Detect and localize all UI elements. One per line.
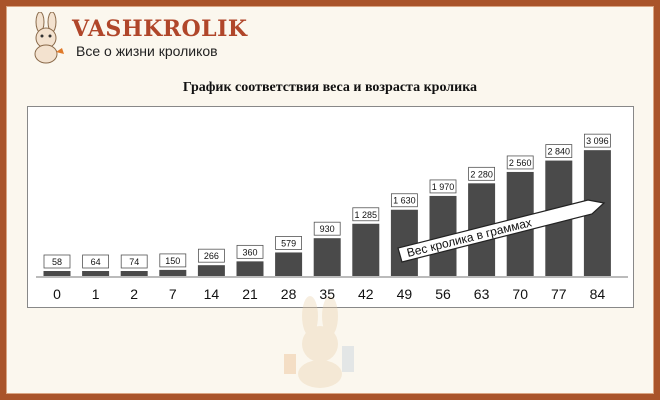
value-label-box	[82, 254, 109, 269]
value-label: 58	[52, 257, 62, 267]
value-label-box	[468, 166, 496, 181]
x-tick-label: 14	[204, 286, 220, 302]
chart-bar	[82, 271, 110, 276]
value-label: 1 285	[355, 210, 378, 220]
x-tick-label: 1	[92, 286, 100, 302]
value-label: 2 560	[509, 158, 532, 168]
x-tick-label: 49	[397, 286, 413, 302]
value-label-box	[120, 254, 148, 269]
site-tagline: Все о жизни кроликов	[76, 43, 218, 59]
x-tick-label: 21	[242, 286, 258, 302]
x-tick-label: 7	[169, 286, 177, 302]
value-label-box	[545, 144, 573, 158]
value-label: 1 970	[432, 182, 455, 192]
x-tick-label: 84	[590, 286, 606, 302]
value-label: 150	[165, 256, 180, 266]
weight-annotation-arrow: Вес кролика в граммах	[397, 199, 606, 263]
value-label: 930	[320, 224, 335, 234]
value-label: 64	[91, 257, 101, 267]
rabbit-logo-icon	[34, 12, 64, 64]
x-tick-label: 42	[358, 286, 374, 302]
x-tick-label: 2	[130, 286, 138, 302]
value-label-box	[275, 236, 303, 250]
site-brand[interactable]: VASHKROLIK	[72, 16, 248, 42]
x-tick-label: 28	[281, 286, 297, 302]
chart-bar	[390, 209, 418, 276]
value-label: 360	[242, 247, 257, 257]
chart-bar	[197, 265, 225, 276]
x-tick-label: 77	[551, 286, 567, 302]
value-label-box	[390, 193, 418, 208]
rabbit-watermark-icon	[284, 296, 354, 388]
x-tick-label: 0	[53, 286, 61, 302]
chart-bar	[352, 223, 380, 276]
value-label: 2 840	[548, 147, 571, 157]
value-label: 579	[281, 238, 296, 248]
chart-title: График соответствия веса и возраста крол…	[182, 80, 478, 95]
value-label-box	[584, 133, 611, 148]
value-label-box	[313, 221, 341, 236]
chart-bar	[236, 261, 264, 276]
chart-bar	[120, 271, 148, 276]
value-label-box	[43, 254, 71, 269]
value-label: 3 096	[586, 136, 609, 146]
value-label-box	[429, 179, 457, 194]
x-tick-label: 56	[435, 286, 451, 302]
value-label-box	[159, 253, 187, 268]
value-label: 74	[129, 257, 139, 267]
chart-bar	[313, 238, 341, 276]
x-tick-label: 35	[319, 286, 335, 302]
value-label: 1 630	[393, 196, 416, 206]
x-tick-label: 63	[474, 286, 490, 302]
chart-bar	[43, 271, 71, 276]
value-label: 2 280	[470, 169, 493, 179]
value-label-box	[236, 244, 264, 259]
x-tick-label: 70	[512, 286, 528, 302]
chart-bar	[159, 269, 187, 276]
value-label-box	[197, 248, 225, 263]
value-label: 266	[204, 251, 219, 261]
chart-bar	[275, 252, 303, 276]
value-label-box	[506, 155, 534, 170]
value-label-box	[352, 207, 380, 222]
